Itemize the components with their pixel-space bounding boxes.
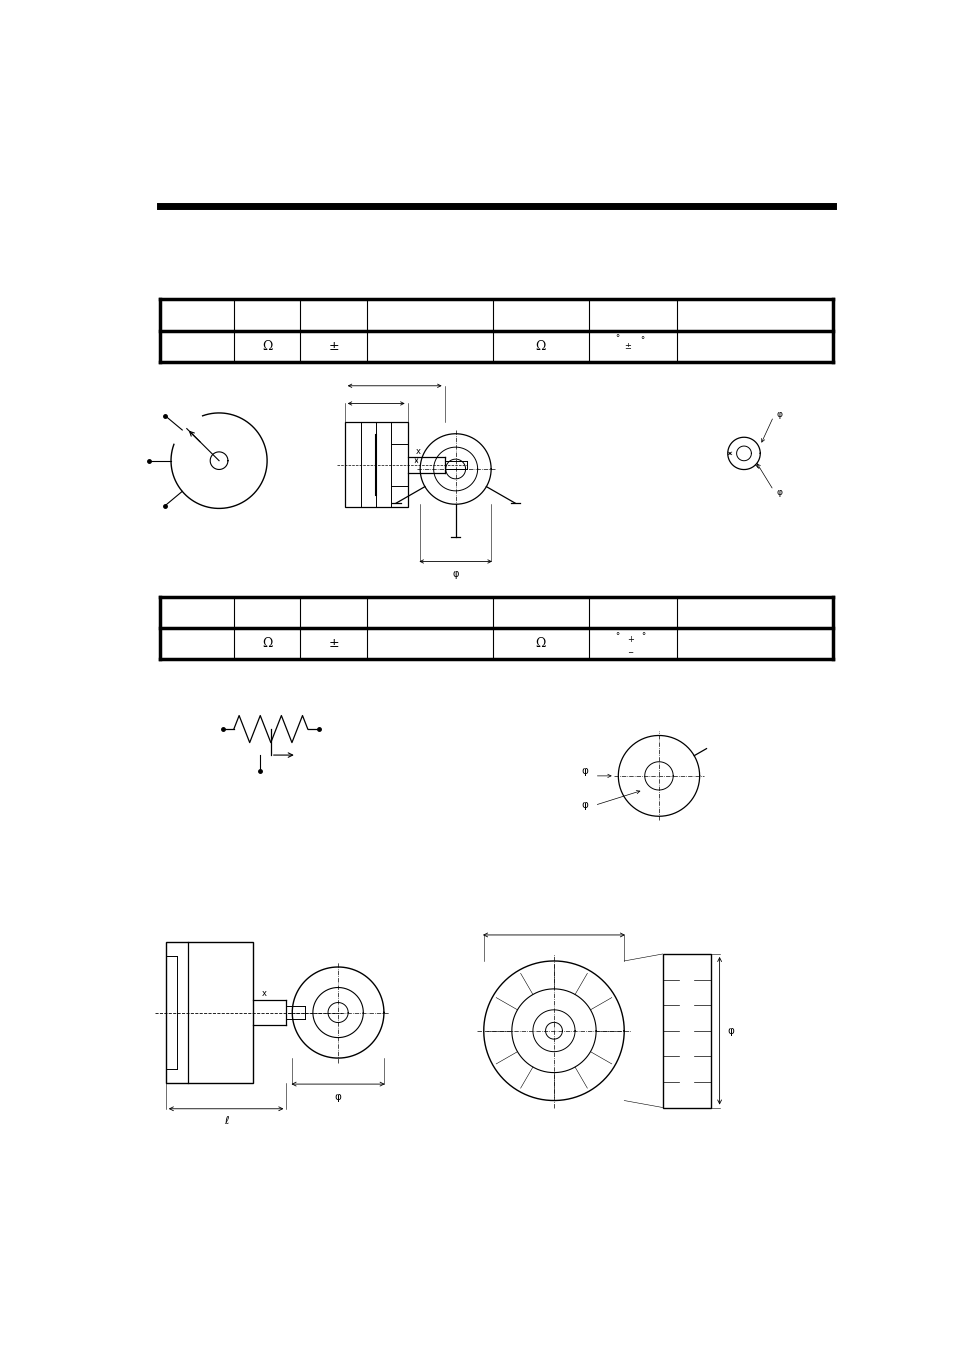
Bar (344, 422, 407, 508)
Text: Ω: Ω (262, 339, 272, 353)
Text: φ: φ (776, 488, 781, 497)
Text: °: ° (614, 335, 618, 343)
Text: Ω: Ω (535, 339, 545, 353)
Text: ±: ± (328, 339, 338, 353)
Text: x: x (416, 447, 420, 455)
Text: φ: φ (335, 1092, 341, 1101)
Text: φ: φ (726, 1025, 733, 1036)
Text: +: + (626, 635, 633, 644)
Text: °: ° (639, 336, 643, 346)
Bar (166, 943, 253, 1082)
Text: ℓ: ℓ (224, 1116, 228, 1127)
Text: Ω: Ω (262, 638, 272, 650)
Text: x: x (261, 989, 267, 998)
Text: ±: ± (623, 342, 630, 351)
Bar (662, 954, 710, 1108)
Text: Ω: Ω (535, 638, 545, 650)
Text: φ: φ (581, 766, 588, 775)
Text: φ: φ (452, 569, 458, 580)
Text: °: ° (614, 632, 618, 640)
Text: ±: ± (328, 638, 338, 650)
Text: _: _ (627, 644, 632, 654)
Text: φ: φ (776, 409, 781, 419)
Text: °: ° (640, 632, 645, 640)
Text: φ: φ (581, 800, 588, 811)
